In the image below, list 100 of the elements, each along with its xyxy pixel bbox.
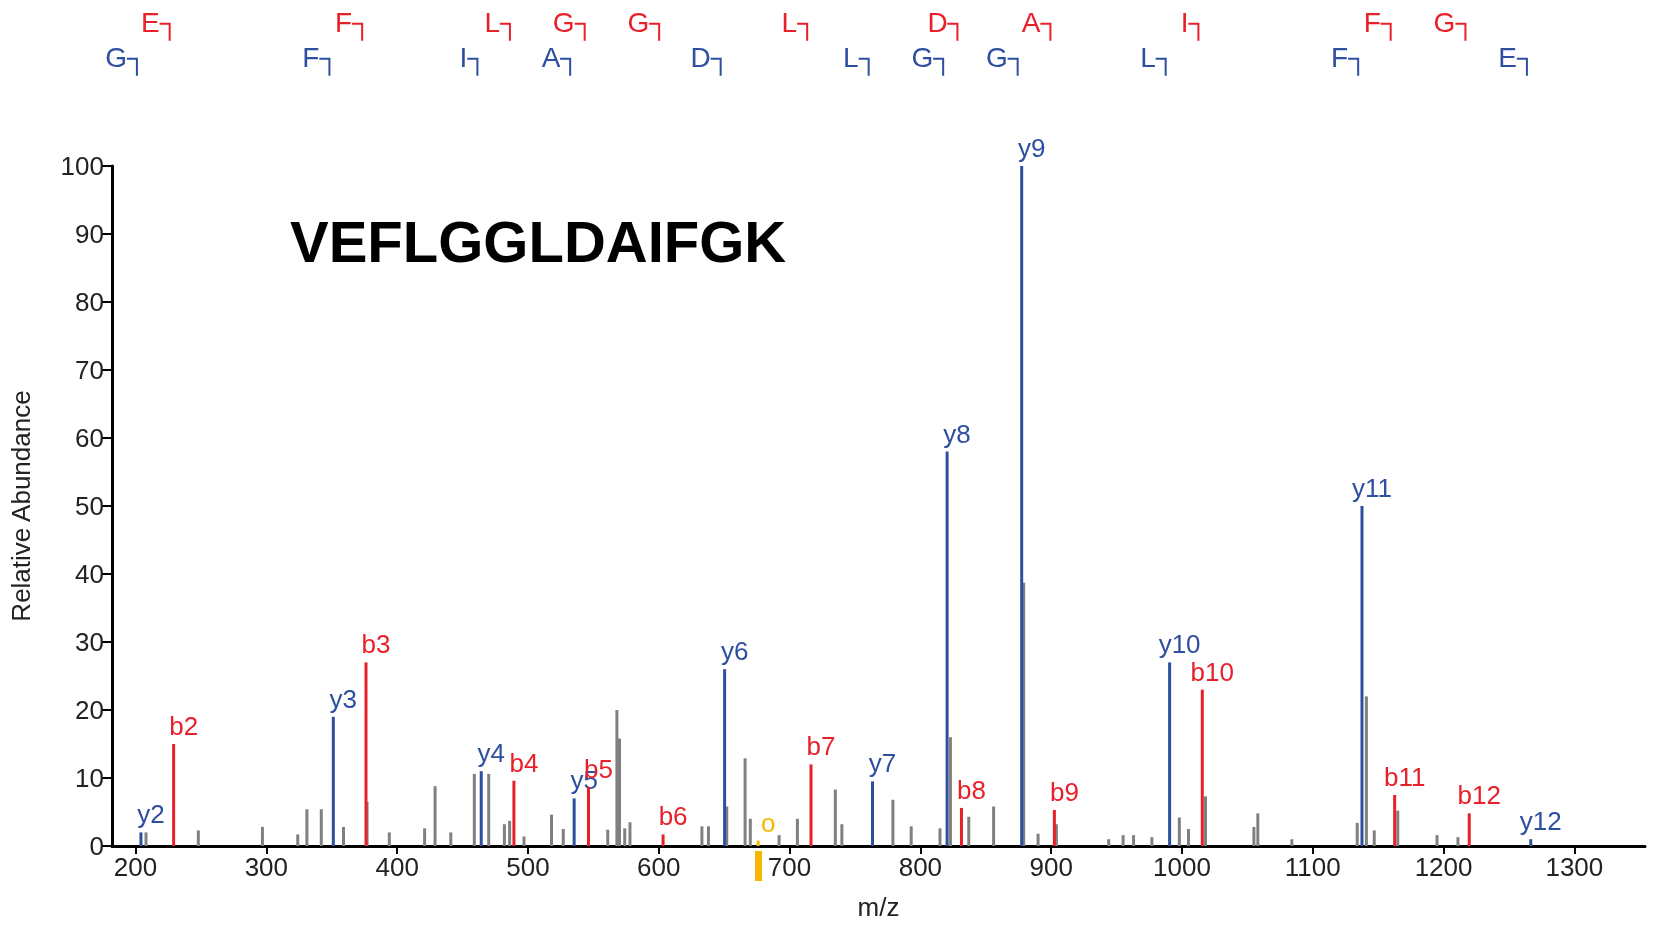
- data-label: b9: [1049, 776, 1079, 807]
- bar: [840, 824, 844, 846]
- bar: [1200, 689, 1204, 846]
- text: I┐: [1180, 6, 1209, 41]
- data-label: y7: [868, 748, 897, 779]
- bar: [296, 834, 300, 846]
- x-tick-label: 400: [375, 852, 419, 882]
- bar: [449, 832, 453, 846]
- bar: [871, 781, 875, 846]
- data-label: y12: [1519, 806, 1562, 837]
- y-tick-label: 50: [75, 491, 104, 521]
- y-tick-label: 30: [75, 627, 104, 657]
- bar: [433, 786, 437, 846]
- bar: [364, 662, 368, 846]
- bar: [623, 828, 627, 846]
- bar: [1187, 829, 1190, 846]
- bar: [144, 832, 148, 846]
- text: G┐: [1433, 6, 1476, 41]
- text: A┐: [541, 41, 581, 76]
- bar: [628, 822, 632, 846]
- bar: [1364, 696, 1368, 846]
- bar: [1290, 839, 1294, 846]
- bar: [1132, 835, 1136, 846]
- y-axis-title: Relative Abundance: [6, 390, 36, 622]
- bar: [512, 780, 516, 846]
- bar: [1020, 166, 1024, 846]
- bar: [777, 835, 781, 846]
- bar: [1036, 833, 1040, 846]
- x-tick-label: 1000: [1153, 852, 1211, 882]
- data-label: y3: [329, 683, 358, 714]
- text: G┐: [627, 6, 670, 41]
- x-tick-label: 500: [506, 852, 550, 882]
- y-tick-label: 80: [75, 287, 104, 317]
- bar: [172, 744, 176, 846]
- text: F┐: [335, 6, 372, 41]
- y-tick-label: 60: [75, 423, 104, 453]
- bar: [1121, 835, 1125, 846]
- bar: [549, 814, 553, 846]
- data-label: y6: [720, 636, 749, 667]
- bar: [967, 816, 971, 846]
- bar: [1204, 796, 1208, 846]
- bar: [891, 799, 895, 846]
- text: G┐: [552, 6, 595, 41]
- bar: [723, 669, 727, 846]
- data-label: b8: [956, 774, 986, 805]
- bar: [1150, 837, 1154, 846]
- bar: [909, 826, 913, 846]
- bar: [833, 789, 837, 846]
- text: G┐: [986, 41, 1028, 76]
- x-tick-label: 1100: [1284, 852, 1341, 882]
- bar: [1052, 809, 1056, 846]
- data-label: b12: [1457, 780, 1501, 811]
- bar: [561, 829, 565, 846]
- data-label: y11: [1351, 473, 1392, 503]
- text: D┐: [927, 6, 968, 41]
- bar: [387, 832, 391, 846]
- data-label: b6: [658, 801, 688, 832]
- bar: [1393, 795, 1397, 846]
- data-label: b11: [1383, 762, 1426, 792]
- text: L┐: [484, 6, 520, 41]
- bar: [508, 820, 512, 846]
- bar: [706, 826, 710, 846]
- data-label: b3: [361, 629, 391, 660]
- bar: [1355, 822, 1359, 846]
- text: D┐: [690, 41, 731, 76]
- y-tick-label: 20: [75, 695, 104, 725]
- x-tick-label: 1300: [1545, 852, 1604, 882]
- x-tick-label: 700: [767, 852, 812, 882]
- bar: [1467, 813, 1471, 846]
- bar: [1256, 813, 1260, 846]
- bar: [196, 830, 200, 846]
- bar: [1372, 830, 1376, 846]
- bar: [331, 716, 335, 846]
- x-tick-label: 1200: [1414, 852, 1473, 882]
- bar: [502, 824, 506, 846]
- y-tick-label: 70: [75, 355, 104, 385]
- bar: [748, 818, 752, 846]
- bar: [522, 836, 526, 846]
- bar: [959, 807, 963, 846]
- bar: [948, 737, 952, 846]
- data-label: o: [760, 807, 776, 838]
- data-label: b7: [806, 731, 836, 762]
- x-tick-label: 600: [637, 852, 681, 882]
- bar: [139, 832, 143, 846]
- bar: [661, 834, 665, 846]
- bar: [795, 818, 799, 846]
- data-label: y8: [943, 418, 971, 449]
- data-label: y9: [1017, 133, 1046, 163]
- bar: [700, 826, 704, 846]
- x-axis-title: m/z: [857, 892, 900, 922]
- x-tick-label: 800: [898, 852, 943, 882]
- text: F┐: [1363, 6, 1401, 41]
- bar: [945, 451, 949, 846]
- annotation: VEFLGGLDAIFGK: [290, 208, 787, 274]
- bar: [809, 764, 813, 846]
- bar: [1435, 835, 1439, 846]
- bar: [756, 840, 760, 846]
- text: F┐: [302, 41, 340, 76]
- text: E┐: [1498, 41, 1537, 76]
- bar: [572, 798, 576, 846]
